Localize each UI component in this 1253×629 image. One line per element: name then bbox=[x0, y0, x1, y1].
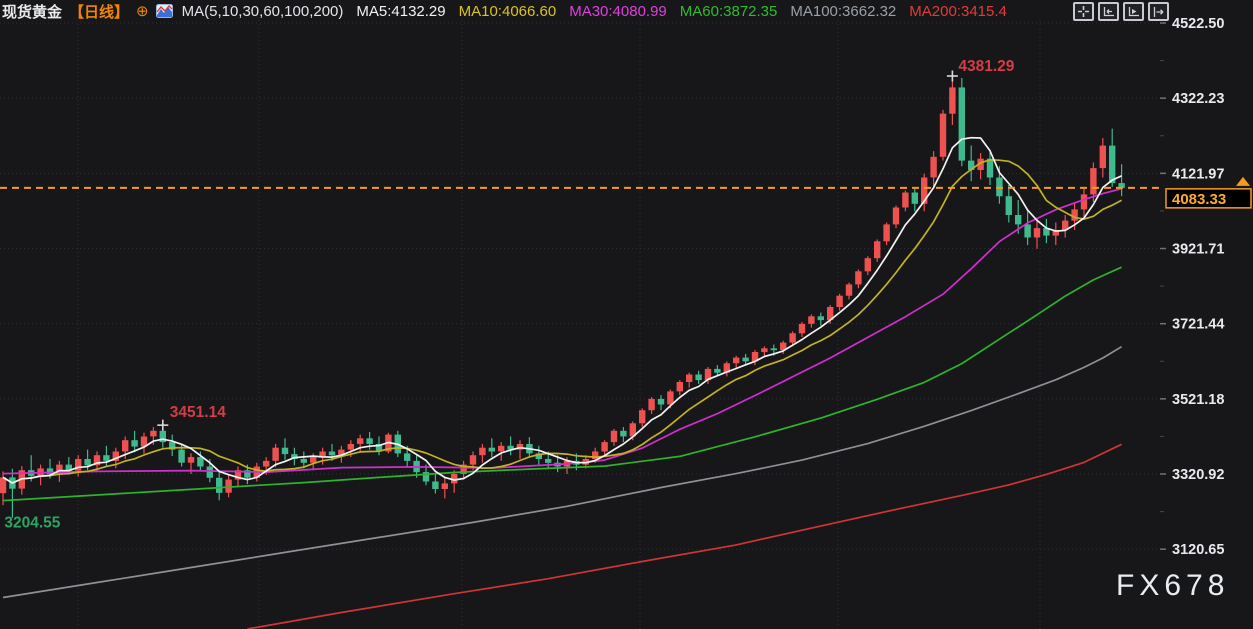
gridlines bbox=[0, 20, 1160, 629]
axis-label: 3721.44 bbox=[1172, 317, 1224, 333]
ma-line-ma5 bbox=[2, 136, 1122, 484]
ma60-value: MA60:3872.35 bbox=[679, 2, 778, 20]
chart-toolbar bbox=[1073, 2, 1169, 21]
price-annotation: 4381.29 bbox=[958, 58, 1014, 75]
axis-label: 3320.92 bbox=[1172, 467, 1224, 483]
axis-label: 4522.50 bbox=[1172, 16, 1224, 32]
add-indicator-icon[interactable]: ⊕ bbox=[136, 2, 149, 20]
watermark: FX678 bbox=[1116, 569, 1230, 602]
go-to-latest-icon[interactable] bbox=[1148, 2, 1169, 21]
candles bbox=[0, 76, 1125, 518]
ma30-value: MA30:4080.99 bbox=[569, 2, 667, 20]
ma10-value: MA10:4066.60 bbox=[458, 2, 557, 20]
axis-label: 4322.23 bbox=[1172, 91, 1224, 107]
ma-line-ma100 bbox=[2, 345, 1123, 599]
price-axis[interactable]: 4522.50 4322.23 4121.97 3921.71 3721.44 3521.… bbox=[1160, 16, 1224, 558]
ma-line-ma60 bbox=[2, 266, 1122, 502]
ma100-value: MA100:3662.32 bbox=[790, 2, 897, 20]
axis-label: 3120.65 bbox=[1172, 542, 1224, 558]
axis-label: 3921.71 bbox=[1172, 242, 1224, 258]
ma5-value: MA5:4132.29 bbox=[356, 2, 446, 20]
price-annotation: 3204.55 bbox=[4, 515, 60, 532]
axis-label: 3521.18 bbox=[1172, 392, 1224, 408]
ma-settings-label[interactable]: MA(5,10,30,60,100,200) bbox=[181, 2, 344, 20]
ma-line-ma200 bbox=[247, 443, 1122, 629]
ma-line-ma30 bbox=[2, 187, 1122, 475]
period-selector[interactable]: 【日线】 bbox=[69, 3, 130, 21]
ma-line-ma10 bbox=[2, 158, 1122, 484]
crosshair-icon[interactable] bbox=[1073, 2, 1094, 21]
current-price-label-box bbox=[1165, 188, 1252, 209]
price-annotation: 3451.14 bbox=[170, 404, 226, 421]
current-price-line: 4083.33 bbox=[0, 176, 1252, 209]
instrument-name: 现货黄金 bbox=[2, 3, 63, 21]
ma200-value: MA200:3415.4 bbox=[909, 2, 1007, 20]
chart-header: 现货黄金 【日线】 ⊕ MA(5,10,30,60,100,200) MA5:4… bbox=[2, 1, 1007, 21]
axis-label: 4121.97 bbox=[1172, 166, 1224, 182]
price-up-arrow-icon bbox=[1236, 176, 1250, 186]
price-annotations: 4381.29 3451.14 3204.55 bbox=[4, 58, 1014, 532]
scale-adjust-icon[interactable] bbox=[1098, 2, 1119, 21]
current-price-label: 4083.33 bbox=[1172, 191, 1226, 208]
auto-scroll-icon[interactable] bbox=[1123, 2, 1144, 21]
chart-style-icon[interactable] bbox=[155, 4, 173, 18]
